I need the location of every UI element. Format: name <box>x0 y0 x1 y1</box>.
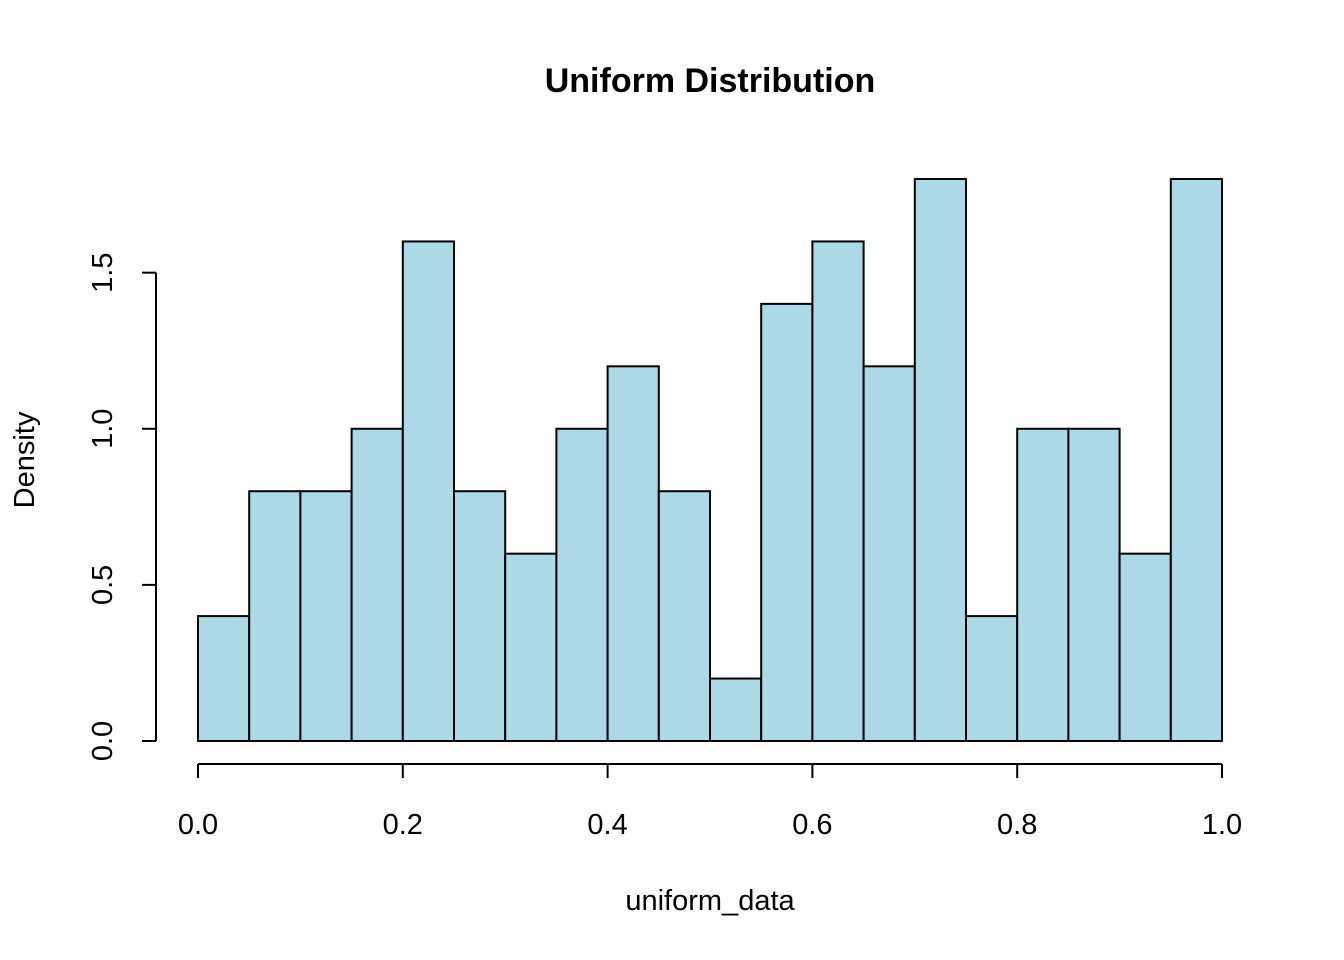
histogram-bar <box>1118 552 1172 743</box>
histogram-bar <box>606 365 660 742</box>
histogram-bar <box>299 490 353 742</box>
x-tick-label: 0.8 <box>997 809 1037 841</box>
x-tick-label: 0.2 <box>383 809 423 841</box>
chart-title: Uniform Distribution <box>545 62 876 100</box>
histogram-bar <box>760 302 814 742</box>
histogram-bar <box>965 615 1019 742</box>
y-axis: 0.0 0.5 1.0 1.5 <box>87 253 157 761</box>
y-tick-label: 0.5 <box>87 565 119 605</box>
y-tick-label: 1.5 <box>87 253 119 293</box>
y-tick-label: 1.0 <box>87 409 119 449</box>
y-axis-label: Density <box>9 411 41 508</box>
histogram-bar <box>1016 427 1070 742</box>
x-tick-label: 0.0 <box>178 809 218 841</box>
histogram-bar <box>555 427 609 742</box>
histogram-bar <box>811 240 865 742</box>
histogram-bar <box>401 240 455 742</box>
histogram-bar <box>657 490 711 742</box>
histogram-bar <box>1169 178 1224 742</box>
histogram-bar <box>504 552 558 743</box>
histogram-bar <box>197 615 251 742</box>
histogram-bar <box>913 178 967 742</box>
histogram-bars <box>197 178 1224 743</box>
x-axis: 0.0 0.2 0.4 0.6 0.8 1.0 <box>178 763 1242 841</box>
histogram-bar <box>1067 427 1121 742</box>
histogram-bar <box>709 677 763 742</box>
y-tick-label: 0.0 <box>87 721 119 761</box>
x-tick-label: 0.6 <box>792 809 832 841</box>
histogram-bar <box>453 490 507 742</box>
x-tick-label: 0.4 <box>587 809 627 841</box>
histogram-bar <box>350 427 404 742</box>
x-tick-label: 1.0 <box>1202 809 1242 841</box>
x-axis-label: uniform_data <box>625 885 795 917</box>
histogram-bar <box>248 490 302 742</box>
histogram-bar <box>862 365 916 742</box>
